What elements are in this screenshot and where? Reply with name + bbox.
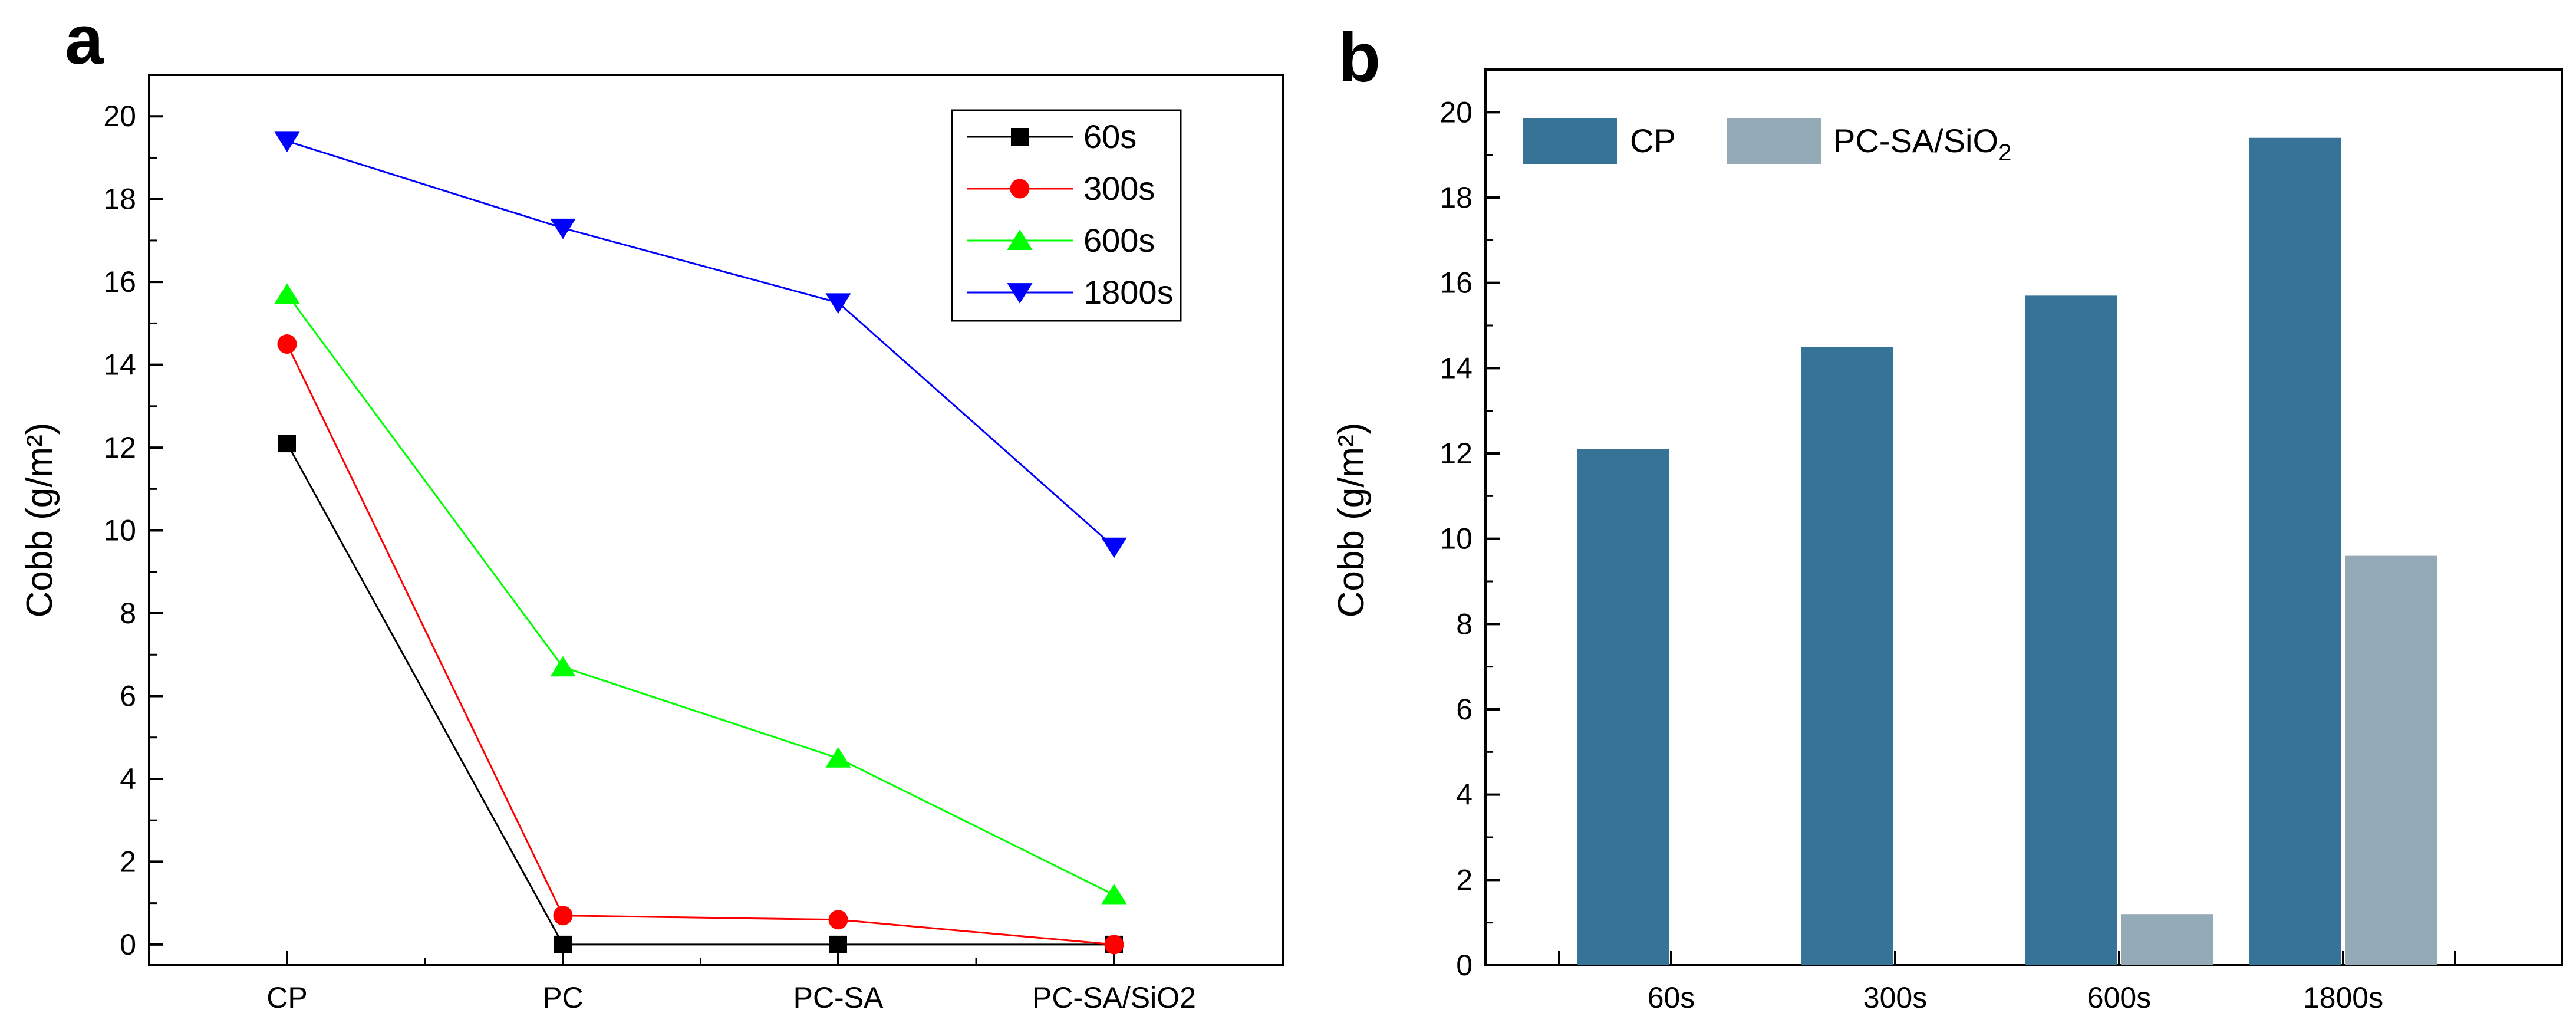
legend-label-main: PC-SA/SiO (1833, 122, 1998, 159)
panel-a-data-point-1800s (550, 218, 576, 239)
panel-a-xtick-label: PC-SA (793, 981, 884, 1014)
panel-a-xtick-label: PC-SA/SiO2 (1032, 981, 1196, 1014)
panel-a-ytick-label: 8 (120, 597, 136, 630)
panel-b-legend-label-cp: CP (1630, 122, 1676, 159)
panel-a-legend: 60s 300s 600s 1800s (951, 109, 1182, 322)
panel-a-plot-frame (148, 74, 1284, 966)
panel-b-bar-cp-600s (2025, 295, 2117, 965)
panel-a-data-point-600s (550, 656, 576, 677)
panel-a-ytick-label: 6 (120, 679, 136, 712)
panel-a-data-point-300s (553, 906, 573, 926)
panel-a-series-line-1800s (286, 140, 1115, 548)
panel-a-ytick-label: 0 (120, 928, 136, 961)
legend-label-subscript: 2 (1998, 140, 2011, 166)
panel-b-x-tick-labels: 60s 300s 600s 1800s (1648, 981, 2383, 1014)
panel-a-y-tick-labels: 0 2 4 6 8 10 12 14 16 18 20 (103, 100, 136, 961)
panel-a-legend-label: 1800s (1083, 274, 1174, 311)
panel-a-letter: a (65, 1, 104, 79)
panel-b-ytick-label: 8 (1456, 607, 1473, 640)
panel-a-legend-marker (1011, 128, 1029, 146)
panel-a-legend-label: 600s (1083, 222, 1155, 259)
panel-b-xtick-label: 600s (2087, 981, 2151, 1014)
panel-a-ytick-label: 12 (103, 431, 136, 464)
panel-a-data-point-600s (825, 747, 851, 768)
panel-b-bar-pc-sa-sio-600s (2121, 914, 2213, 965)
panel-a-data-point-300s (828, 910, 848, 930)
panel-b-ytick-label: 12 (1439, 437, 1473, 470)
panel-b-legend-swatch-pc-sa-sio2 (1727, 118, 1821, 164)
panel-b-ytick-label: 14 (1439, 351, 1473, 384)
panel-a-series-line-600s (286, 294, 1115, 896)
panel-a-series-line-300s (286, 343, 1115, 946)
panel-b-ytick-label: 0 (1456, 949, 1473, 982)
panel-b-xtick-label: 300s (1863, 981, 1927, 1014)
panel-b-xtick-label: 1800s (2303, 981, 2383, 1014)
panel-b-y-axis-title: Cobb (g/m²) (1331, 423, 1372, 618)
panel-b-ytick-label: 2 (1456, 863, 1473, 896)
panel-b-legend-swatch-cp (1523, 118, 1617, 164)
panel-b-ytick-label: 18 (1439, 181, 1473, 214)
panel-a-data-point-300s (277, 334, 297, 354)
panel-b-ytick-label: 4 (1456, 778, 1473, 811)
panel-a-legend-marker (1007, 229, 1033, 250)
panel-a-xtick-label: PC (542, 981, 583, 1014)
panel-b-letter: b (1338, 19, 1381, 97)
panel-a-legend-marker (1010, 179, 1030, 199)
panel-a-data-point-300s (1104, 935, 1124, 955)
panel-a-legend-marker (1007, 283, 1033, 304)
panel-b-ytick-label: 10 (1439, 522, 1473, 555)
panel-b-y-tick-labels: 0 2 4 6 8 10 12 14 16 18 20 (1439, 96, 1473, 982)
panel-b-legend: CP PC-SA/SiO2 (1523, 118, 2011, 166)
panel-a-series (274, 131, 1127, 955)
panel-a-data-point-60s (554, 935, 572, 953)
panel-b-bars (1577, 137, 2437, 965)
panel-a-data-point-60s (829, 935, 847, 953)
panel-a-legend-label: 300s (1083, 170, 1155, 207)
panel-b-plot-frame (1484, 68, 2563, 966)
panel-b-ytick-label: 6 (1456, 693, 1473, 726)
panel-b-bar-cp-60s (1577, 449, 1669, 965)
panel-a-x-tick-labels: CP PC PC-SA PC-SA/SiO2 (266, 981, 1196, 1014)
panel-a-ytick-label: 20 (103, 100, 136, 133)
panel-a-ytick-label: 16 (103, 265, 136, 298)
panel-b-legend-label-pc-sa-sio2: PC-SA/SiO2 (1833, 122, 2011, 166)
panel-b-bar-cp-300s (1801, 347, 1893, 965)
panel-a-data-point-1800s (1101, 537, 1127, 558)
panel-a-legend-label: 60s (1083, 118, 1137, 155)
panel-b-bar-pc-sa-sio-1800s (2345, 555, 2437, 965)
panel-a-data-point-600s (274, 283, 300, 304)
panel-a-data-point-60s (278, 435, 296, 453)
panel-a-series-line-60s (286, 443, 1114, 946)
panel-b-bar-chart: b 0 2 4 6 8 10 12 14 16 18 20 60s 300s 6… (1331, 19, 2563, 1014)
panel-b-ytick-label: 20 (1439, 96, 1473, 129)
panel-a-ytick-label: 2 (120, 845, 136, 878)
panel-a-legend-box (951, 109, 1182, 322)
panel-a-ytick-label: 18 (103, 183, 136, 216)
panel-b-axis-ticks (1485, 111, 2456, 966)
panel-a-ytick-label: 10 (103, 514, 136, 547)
panel-a-data-point-1800s (825, 293, 851, 314)
panel-a-ytick-label: 14 (103, 348, 136, 381)
panel-b-ytick-label: 16 (1439, 267, 1473, 300)
panel-b-bar-cp-1800s (2249, 137, 2341, 965)
panel-a-data-point-1800s (274, 131, 300, 153)
panel-a-xtick-label: CP (266, 981, 307, 1014)
panel-a-ytick-label: 4 (120, 762, 136, 795)
panel-a-data-point-600s (1101, 883, 1127, 905)
panel-a-y-axis-title: Cobb (g/m²) (19, 423, 60, 618)
panel-a-line-chart: a 0 2 4 6 8 10 12 14 16 18 20 CP PC PC-S… (19, 1, 1284, 1014)
panel-b-xtick-label: 60s (1648, 981, 1695, 1014)
panel-a-axis-ticks (149, 115, 1115, 965)
